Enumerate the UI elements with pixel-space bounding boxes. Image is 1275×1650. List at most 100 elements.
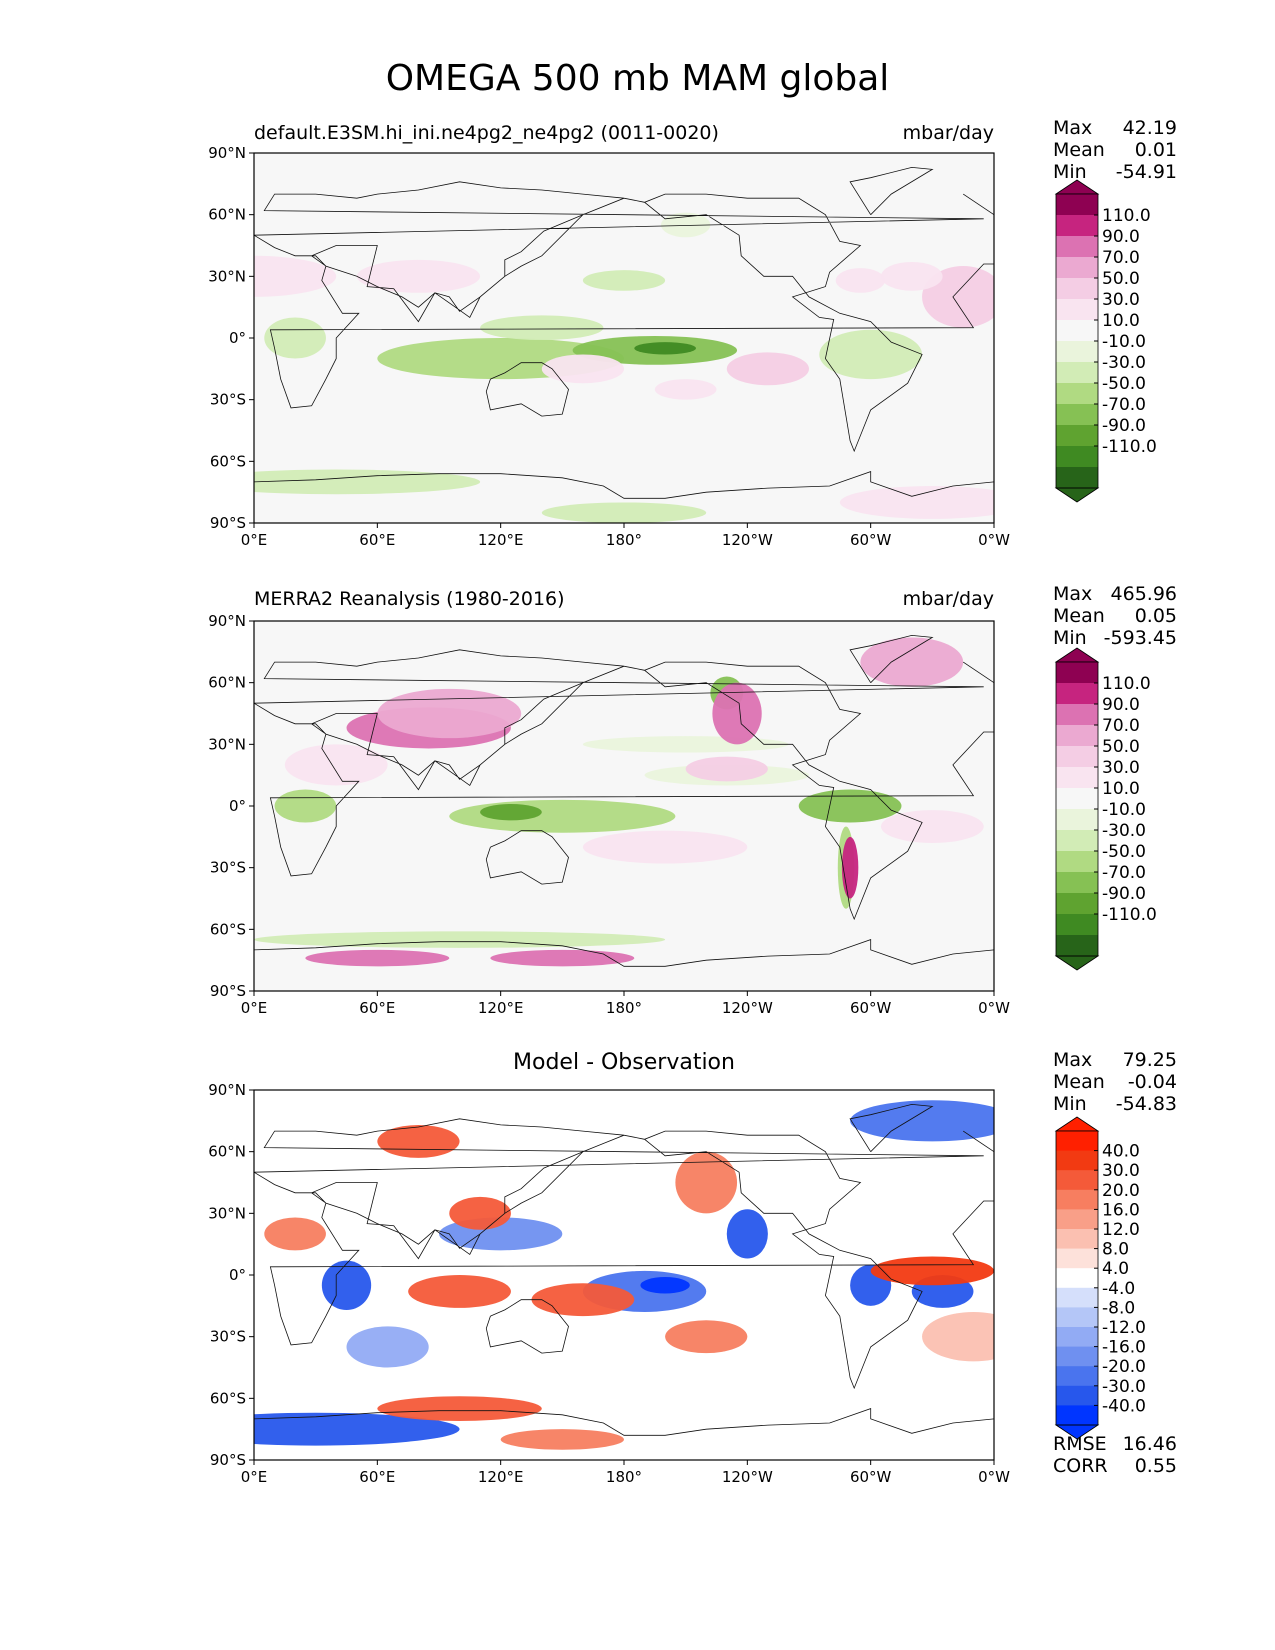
colorbar-swatch-13 [1056,467,1098,489]
contour-blob-12 [841,836,859,899]
contour-blob-10 [377,688,522,739]
contour-blob-12 [726,352,809,386]
colorbar-label-7: -4.0 [1102,1279,1135,1299]
colorbar-label-11: -110.0 [1102,905,1157,925]
contour-blob-2 [798,789,902,823]
colorbar-swatch-11 [1056,425,1098,447]
map-field-1 [254,153,994,523]
coastline-1 [485,1299,569,1354]
colorbar-swatch-1 [1056,1150,1098,1171]
x-tick-label-2: 120°E [478,1468,524,1486]
colorbar-extend-bottom-1 [1054,487,1100,503]
x-tick-label-5: 60°W [850,1468,892,1486]
diff-metrics: RMSE 16.46 CORR 0.55 [1053,1433,1177,1477]
y-tick-label-5: 60°S [210,452,246,470]
diff-panel-title: Model - Observation [513,1050,735,1075]
map-field-layer-1 [254,153,994,523]
colorbar-swatch-6 [1056,1248,1098,1269]
colorbar-label-1: 30.0 [1102,1161,1140,1181]
contour-blob-18 [880,261,943,291]
colorbar-label-3: 50.0 [1102,269,1140,289]
colorbar-extend-top-3 [1054,1116,1100,1132]
colorbar-swatch-7 [1056,1268,1098,1289]
contour-blob-13 [305,949,450,967]
model-stats: Max 42.19 Mean 0.01 Min -54.91 [1053,117,1177,183]
map-field-layer-2 [254,621,994,991]
contour-blob-9 [541,502,707,523]
contour-blob-10 [356,259,481,293]
colorbar-swatch-1 [1056,215,1098,237]
colorbar-label-5: 8.0 [1102,1240,1129,1260]
y-tick-label-0: 90°N [208,1081,246,1099]
y-tick-label-0: 90°N [208,144,246,162]
colorbar-swatch-13 [1056,1385,1098,1406]
coastline-3 [849,1103,934,1152]
colorbar-swatch-3 [1056,257,1098,279]
colorbar-label-0: 110.0 [1102,206,1151,226]
colorbar-swatch-9 [1056,851,1098,873]
y-tick-label-6: 90°S [210,514,246,532]
x-tick-label-6: 0°W [978,1468,1010,1486]
map-field-2 [254,621,994,991]
y-tick-label-2: 30°N [208,267,246,285]
coastline-2 [254,1408,994,1436]
colorbar-label-10: -16.0 [1102,1338,1146,1358]
contour-blob-20 [922,1312,994,1362]
contour-blob-11 [254,255,337,297]
colorbar-label-9: -70.0 [1102,863,1146,883]
contour-blob-8 [254,469,481,495]
contour-blob-17 [835,268,886,293]
y-tick-label-5: 60°S [210,920,246,938]
colorbar-label-2: 70.0 [1102,248,1140,268]
x-tick-label-5: 60°W [850,531,892,549]
y-tick-label-4: 30°S [210,859,246,877]
colorbar-extend-bottom-2 [1054,955,1100,971]
colorbar-swatch-6 [1056,320,1098,342]
colorbar-swatch-3 [1056,725,1098,747]
colorbar-swatch-0 [1056,1131,1098,1152]
x-tick-label-5: 60°W [850,999,892,1017]
coastline-0 [254,181,994,453]
contour-blob-16 [264,1217,326,1251]
colorbar-label-7: -30.0 [1102,353,1146,373]
y-tick-label-1: 60°N [208,206,246,224]
colorbar-swatch-3 [1056,1189,1098,1210]
y-tick-label-6: 90°S [210,982,246,1000]
contour-blob-4 [264,317,326,359]
obs-stats: Max 465.96 Mean 0.05 Min -593.45 [1053,583,1177,649]
colorbar-extend-top-2 [1054,647,1100,663]
contour-blob-10 [408,1275,511,1308]
contour-blob-2 [634,342,696,355]
colorbar-2: 110.090.070.050.030.010.0-10.0-30.0-50.0… [1054,647,1157,971]
x-tick-label-6: 0°W [978,531,1010,549]
model-panel-units: mbar/day [902,122,994,144]
colorbar-label-6: 4.0 [1102,1259,1129,1279]
colorbar-frame-3 [1055,1130,1099,1426]
colorbar-label-8: -50.0 [1102,374,1146,394]
x-tick-label-0: 0°E [241,1468,268,1486]
contour-blob-7 [254,1412,460,1446]
contour-blob-15 [860,637,964,687]
contour-blob-6 [582,270,666,291]
x-tick-label-0: 0°E [241,999,268,1017]
diff-stats: Max 79.25 Mean -0.04 Min -54.83 [1053,1049,1177,1115]
y-tick-label-1: 60°N [208,674,246,692]
colorbar-label-11: -110.0 [1102,437,1157,457]
colorbar-swatch-10 [1056,1327,1098,1348]
colorbar-swatch-2 [1056,704,1098,726]
colorbar-label-13: -40.0 [1102,1396,1146,1416]
colorbar-label-4: 12.0 [1102,1220,1140,1240]
colorbar-swatch-10 [1056,404,1098,426]
colorbar-swatch-2 [1056,236,1098,258]
colorbar-label-5: 10.0 [1102,311,1140,331]
figure-title: OMEGA 500 mb MAM global [385,58,890,99]
contour-blob-15 [654,379,717,400]
y-tick-label-3: 0° [229,1266,246,1284]
colorbar-swatch-4 [1056,278,1098,300]
contour-blob-17 [880,810,984,843]
contour-blob-6 [726,1209,768,1259]
colorbar-label-10: -90.0 [1102,416,1146,436]
colorbar-swatch-14 [1056,1405,1098,1426]
contour-blob-15 [675,1151,738,1214]
